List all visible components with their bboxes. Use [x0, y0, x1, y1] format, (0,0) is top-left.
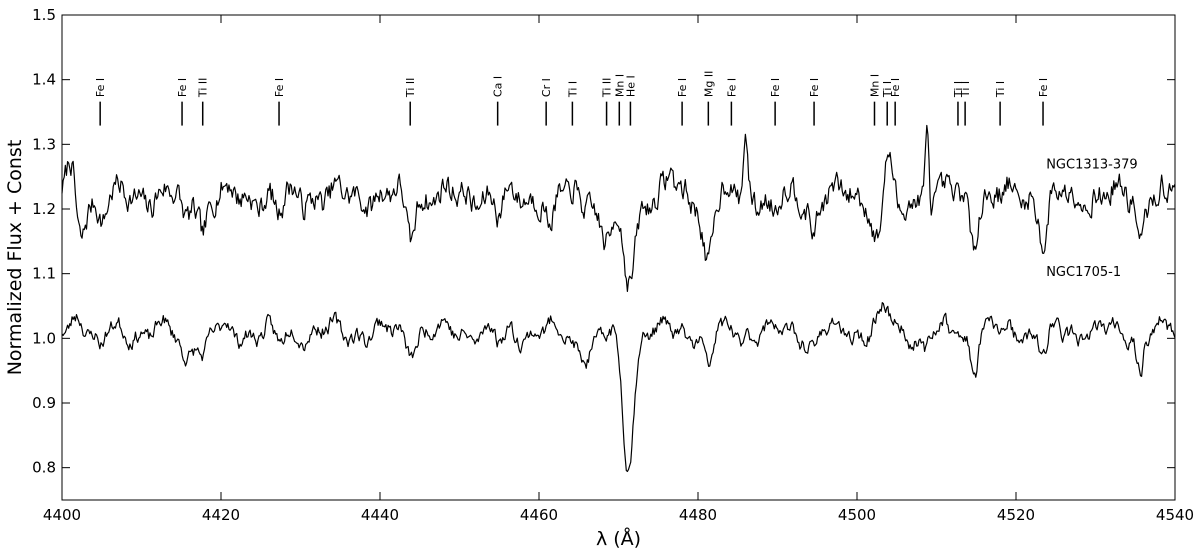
y-tick-label: 1.2 — [32, 200, 56, 218]
line-id-label: Mn I — [868, 74, 881, 97]
y-tick-label: 0.8 — [32, 459, 56, 477]
line-id-label: Fe I — [889, 78, 902, 97]
spectrum-line-2 — [61, 302, 1176, 473]
spectrum-line-1 — [61, 124, 1176, 292]
line-id-label: Fe I — [808, 78, 821, 97]
y-tick-label: 1.4 — [32, 71, 56, 89]
x-tick-label: 4400 — [43, 506, 81, 524]
x-tick-label: 4440 — [361, 506, 399, 524]
x-tick-label: 4480 — [679, 506, 717, 524]
line-id-label: Ti I — [994, 81, 1007, 98]
series-label: NGC1705-1 — [1046, 265, 1121, 280]
line-id-label: Fe I — [94, 78, 107, 97]
line-id-label: Ti I — [881, 81, 894, 98]
line-id-label: Fe I — [176, 78, 189, 97]
line-id-label: Ti II — [601, 78, 614, 98]
x-tick-label: 4420 — [202, 506, 240, 524]
line-id-label: Cr I — [540, 78, 553, 97]
line-id-label: Fe I — [273, 78, 286, 97]
x-tick-label: 4500 — [838, 506, 876, 524]
line-id-label: Ca I — [492, 76, 505, 97]
line-id-label: Fe I — [725, 78, 738, 97]
axes-frame — [61, 14, 1176, 501]
line-id-label: Fe I — [769, 78, 782, 97]
x-tick-label: 4540 — [1156, 506, 1194, 524]
line-identifications: Fe I Fe I Ti II Fe I Ti II Ca I Cr I Ti I Ti II M… — [94, 71, 1138, 280]
spectra-lines — [61, 124, 1176, 473]
line-id-label: Ti II — [197, 78, 210, 98]
y-tick-label: 1.5 — [32, 6, 56, 24]
y-axis-label: Normalized Flux + Const — [4, 140, 26, 376]
line-id-label: Fe I — [676, 78, 689, 97]
line-id-label: Fe I — [1037, 78, 1050, 97]
y-tick-label: 1.3 — [32, 135, 56, 153]
y-tick-label: 1.0 — [32, 329, 56, 347]
y-tick-label: 0.9 — [32, 394, 56, 412]
line-id-label: Mg II — [702, 71, 715, 97]
line-id-label: He I — [624, 75, 637, 97]
line-id-label: Ti I — [959, 81, 972, 98]
line-id-label: Mn I — [613, 74, 626, 97]
plot-frame — [61, 14, 1176, 501]
x-tick-label: 4460 — [520, 506, 558, 524]
x-tick-label: 4520 — [997, 506, 1035, 524]
line-id-label: Ti I — [952, 81, 965, 98]
axis-ticks: 4400 4420 4440 4460 4480 4500 4520 4540 0.8 0.9 1.… — [32, 6, 1194, 524]
line-id-label: Ti I — [566, 81, 579, 98]
line-id-label: Ti II — [404, 78, 417, 98]
series-label: NGC1313-379 — [1046, 158, 1137, 173]
y-tick-label: 1.1 — [32, 265, 56, 283]
x-axis-label: λ (Å) — [596, 527, 641, 550]
